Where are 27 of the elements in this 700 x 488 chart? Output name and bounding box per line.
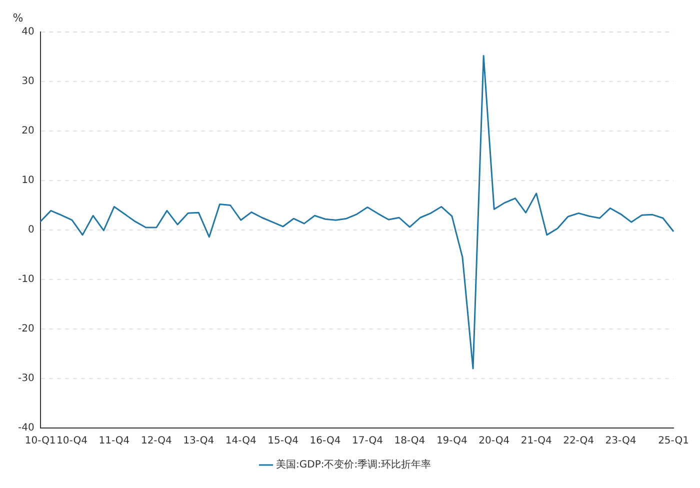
x-tick-label: 25-Q1: [658, 436, 689, 447]
x-tick-label: 12-Q4: [140, 436, 172, 447]
y-tick-label: -20: [18, 324, 34, 335]
x-tick-label: 21-Q4: [520, 436, 552, 447]
y-tick-label: 30: [22, 76, 34, 88]
x-tick-label: 10-Q1: [24, 436, 56, 447]
x-tick-label: 14-Q4: [225, 436, 256, 447]
x-tick-label: 11-Q4: [98, 436, 130, 447]
x-tick-label: 23-Q4: [605, 436, 636, 447]
y-tick-label: 20: [22, 126, 34, 137]
y-tick-label: -30: [18, 373, 34, 384]
x-tick-label: 15-Q4: [268, 436, 299, 447]
y-axis-title: %: [12, 11, 24, 24]
y-tick-label: -40: [18, 422, 34, 434]
x-tick-label: 17-Q4: [352, 436, 383, 447]
y-tick-label: 10: [22, 175, 34, 186]
x-tick-label: 10-Q4: [56, 436, 88, 447]
x-tick-label: 13-Q4: [183, 436, 214, 447]
x-tick-label: 16-Q4: [310, 436, 341, 447]
legend-label: 美国:GDP:不变价:季调:环比折年率: [276, 458, 431, 471]
y-tick-label: 40: [22, 26, 34, 38]
x-tick-label: 22-Q4: [563, 436, 594, 447]
y-tick-label: -10: [18, 274, 34, 286]
x-tick-label: 20-Q4: [478, 436, 510, 447]
x-tick-label: 18-Q4: [394, 436, 426, 447]
y-tick-label: 0: [28, 224, 34, 236]
x-tick-label: 19-Q4: [436, 436, 468, 447]
